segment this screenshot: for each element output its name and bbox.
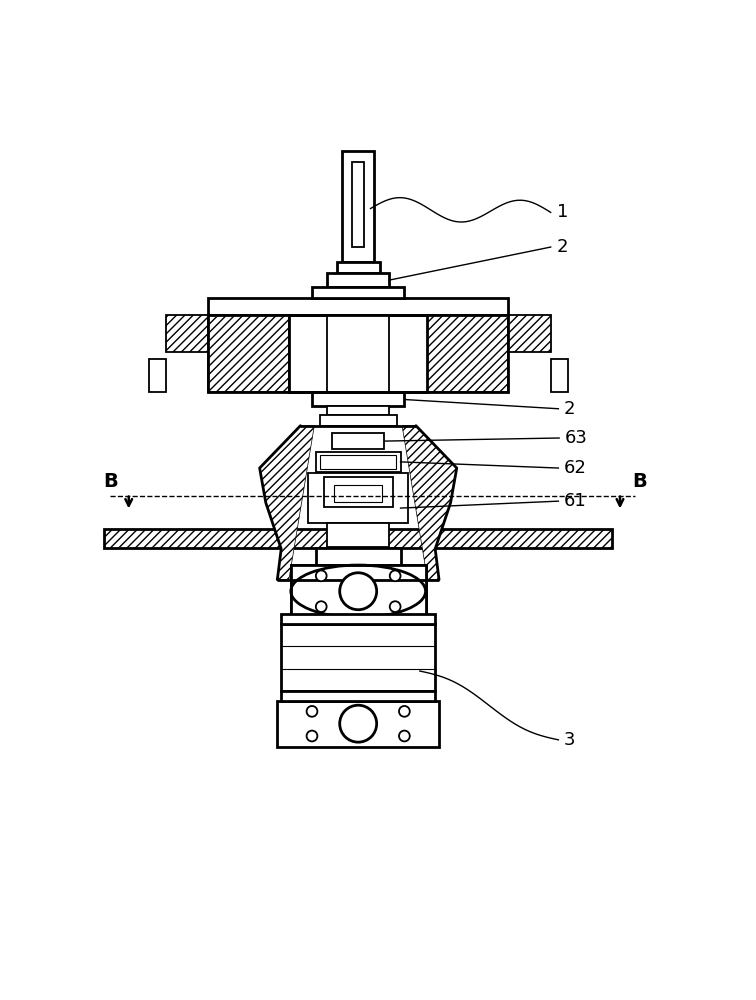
Bar: [342, 151, 374, 262]
Bar: [320, 415, 397, 426]
Circle shape: [316, 601, 327, 612]
Bar: [291, 565, 426, 617]
Polygon shape: [259, 426, 314, 580]
Text: 2: 2: [564, 400, 575, 418]
Text: B: B: [103, 472, 118, 491]
Bar: [508, 315, 550, 352]
Bar: [149, 359, 166, 392]
Bar: [324, 477, 393, 507]
Bar: [277, 701, 439, 747]
Text: B: B: [633, 472, 647, 491]
Bar: [550, 359, 568, 392]
Circle shape: [307, 706, 318, 717]
Bar: [327, 315, 389, 392]
Bar: [336, 262, 380, 273]
Text: 3: 3: [564, 731, 575, 749]
Bar: [327, 523, 389, 547]
Bar: [332, 433, 384, 449]
Circle shape: [339, 573, 376, 610]
Text: 63: 63: [565, 429, 587, 447]
Bar: [352, 162, 364, 247]
Bar: [312, 287, 404, 298]
Bar: [308, 473, 408, 523]
Bar: [281, 624, 435, 691]
Circle shape: [307, 731, 318, 741]
Text: 1: 1: [557, 203, 569, 221]
Bar: [327, 273, 389, 287]
Bar: [208, 315, 508, 392]
Bar: [208, 298, 508, 315]
Bar: [316, 452, 401, 472]
Circle shape: [390, 601, 401, 612]
Bar: [427, 315, 508, 392]
Circle shape: [339, 705, 376, 742]
Bar: [327, 406, 389, 415]
Bar: [316, 548, 401, 565]
Circle shape: [399, 706, 410, 717]
Circle shape: [390, 570, 401, 581]
Circle shape: [316, 570, 327, 581]
Bar: [166, 315, 208, 352]
Text: 62: 62: [564, 459, 587, 477]
Bar: [321, 455, 396, 469]
Bar: [281, 614, 435, 624]
Bar: [281, 691, 435, 701]
Circle shape: [399, 731, 410, 741]
Polygon shape: [402, 426, 457, 580]
Text: 61: 61: [564, 492, 587, 510]
Bar: [291, 565, 426, 617]
Bar: [312, 392, 404, 406]
Bar: [104, 529, 612, 548]
Bar: [208, 315, 289, 392]
Bar: [289, 315, 427, 392]
Text: 2: 2: [557, 238, 569, 256]
Bar: [334, 485, 382, 502]
